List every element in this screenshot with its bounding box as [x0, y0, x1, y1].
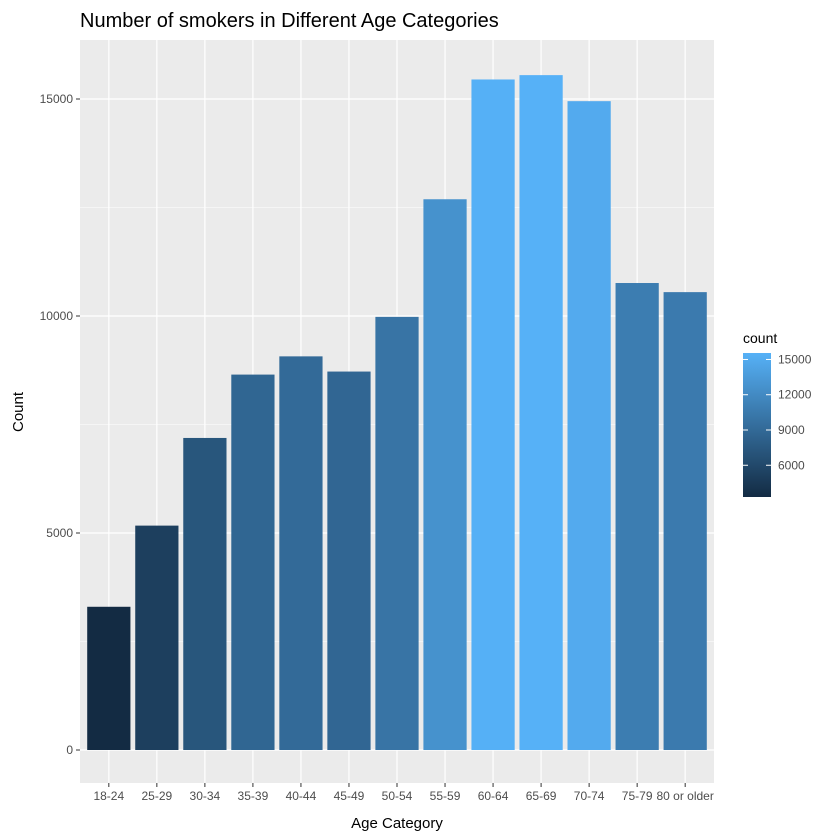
legend: count 6000 9000 12000 15000 [743, 330, 812, 497]
legend-tick-label: 6000 [778, 458, 805, 472]
bar-60-64 [471, 79, 515, 751]
x-tick-label: 35-39 [238, 789, 269, 803]
bar-75-79 [615, 283, 659, 750]
x-tick-label: 45-49 [334, 789, 365, 803]
bar-35-39 [231, 374, 275, 750]
x-tick-label: 18-24 [93, 789, 124, 803]
bar-70-74 [567, 101, 611, 751]
x-tick-label: 50-54 [382, 789, 413, 803]
legend-tick-label: 15000 [778, 352, 812, 366]
y-tick-label: 0 [66, 743, 73, 757]
bar-40-44 [279, 356, 323, 750]
y-tick-label: 10000 [40, 309, 74, 323]
y-tick-label: 5000 [46, 526, 73, 540]
bars [87, 75, 707, 751]
x-axis-title: Age Category [351, 815, 443, 832]
x-tick-label: 55-59 [430, 789, 461, 803]
x-tick-label: 30-34 [190, 789, 221, 803]
chart-title: Number of smokers in Different Age Categ… [80, 10, 499, 32]
bar-55-59 [423, 199, 467, 750]
y-axis-title: Count [10, 391, 27, 432]
bar-80 or older [663, 292, 707, 750]
x-tick-label: 60-64 [478, 789, 509, 803]
x-tick-label: 75-79 [622, 789, 653, 803]
legend-tick-label: 9000 [778, 423, 805, 437]
bar-25-29 [135, 525, 179, 750]
legend-tick-label: 12000 [778, 388, 812, 402]
legend-title: count [743, 330, 777, 346]
x-tick-label: 40-44 [286, 789, 317, 803]
x-tick-label: 70-74 [574, 789, 605, 803]
bar-18-24 [87, 606, 131, 750]
x-tick-label: 80 or older [656, 789, 713, 803]
bar-30-34 [183, 437, 227, 750]
bar-50-54 [375, 316, 419, 750]
x-axis-ticks: 18-24 25-29 30-34 35-39 40-44 45-49 50-54 55-59… [93, 783, 714, 803]
x-tick-label: 65-69 [526, 789, 557, 803]
bar-45-49 [327, 371, 371, 750]
y-axis-ticks: 0 5000 10000 15000 [40, 92, 80, 757]
y-tick-label: 15000 [40, 92, 74, 106]
x-tick-label: 25-29 [141, 789, 172, 803]
bar-65-69 [519, 75, 563, 750]
legend-colorbar [743, 353, 771, 497]
